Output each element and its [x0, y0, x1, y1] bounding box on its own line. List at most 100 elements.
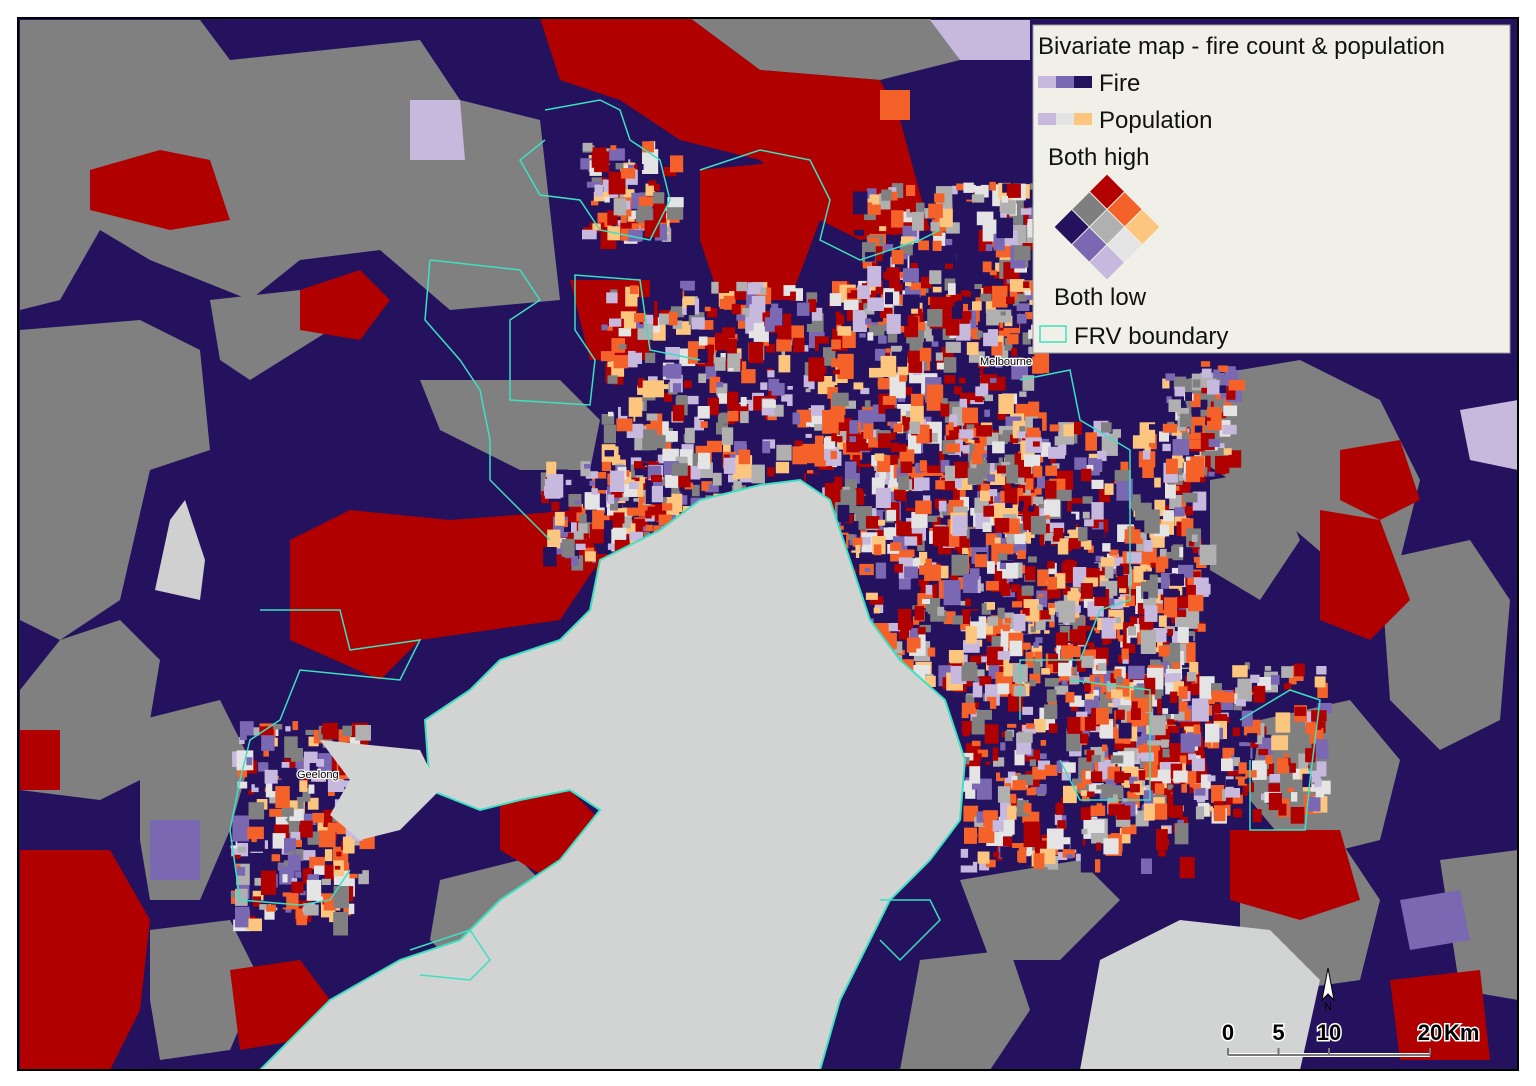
urban-cell: [929, 270, 942, 285]
urban-cell: [954, 300, 963, 311]
urban-cell: [914, 477, 930, 491]
urban-cell: [1182, 492, 1198, 503]
urban-cell: [683, 380, 692, 389]
scale-label: 10: [1317, 1020, 1341, 1045]
urban-cell: [920, 322, 932, 339]
urban-cell: [637, 297, 655, 318]
urban-cell: [308, 784, 315, 794]
urban-cell: [984, 570, 994, 584]
urban-cell: [1174, 507, 1185, 517]
urban-cell: [700, 421, 708, 428]
urban-cell: [881, 189, 892, 201]
urban-cell: [1307, 796, 1321, 812]
urban-cell: [1185, 392, 1192, 401]
swatch: [1056, 113, 1074, 125]
urban-cell: [1219, 692, 1235, 703]
urban-cell: [920, 276, 933, 289]
region: [410, 100, 465, 160]
urban-cell: [235, 906, 250, 928]
urban-cell: [1225, 788, 1240, 798]
urban-cell: [651, 475, 663, 482]
urban-cell: [1211, 683, 1222, 696]
urban-cell: [727, 352, 741, 372]
urban-cell: [1085, 693, 1095, 700]
urban-cell: [1017, 506, 1023, 512]
urban-cell: [1116, 565, 1124, 577]
urban-cell: [314, 865, 327, 875]
urban-cell: [1031, 784, 1047, 794]
urban-cell: [1245, 770, 1257, 778]
urban-cell: [938, 565, 949, 579]
urban-cell: [935, 352, 943, 361]
urban-cell: [1194, 450, 1202, 461]
key-cell: [1125, 210, 1160, 244]
urban-cell: [910, 263, 918, 271]
urban-cell: [1032, 766, 1046, 780]
urban-cell: [1025, 308, 1033, 320]
urban-cell: [1290, 807, 1305, 824]
urban-cell: [835, 311, 841, 315]
urban-cell: [1140, 752, 1154, 762]
urban-cell: [727, 391, 739, 410]
urban-cell: [705, 483, 719, 493]
urban-cell: [1004, 487, 1018, 508]
urban-cell: [575, 543, 586, 550]
urban-cell: [793, 335, 805, 353]
urban-cell: [906, 332, 922, 344]
urban-cell: [983, 817, 997, 827]
urban-cell: [806, 292, 818, 303]
urban-cell: [616, 418, 633, 432]
urban-cell: [935, 480, 945, 490]
urban-cell: [569, 502, 582, 513]
urban-cell: [993, 852, 1000, 858]
urban-cell: [1067, 591, 1079, 607]
urban-cell: [611, 338, 625, 353]
urban-cell: [248, 790, 255, 795]
urban-cell: [927, 309, 943, 327]
urban-cell: [269, 796, 280, 804]
urban-cell: [1167, 725, 1180, 733]
urban-cell: [667, 197, 684, 208]
urban-cell: [1177, 819, 1184, 826]
urban-cell: [919, 460, 927, 472]
urban-cell: [999, 563, 1006, 570]
urban-cell: [251, 727, 263, 739]
urban-cell: [911, 308, 919, 314]
urban-cell: [565, 479, 572, 486]
urban-cell: [870, 430, 882, 439]
urban-cell: [1167, 719, 1175, 725]
urban-cell: [978, 365, 985, 370]
urban-cell: [266, 904, 276, 912]
boundary: [519, 99, 671, 241]
urban-cell: [646, 400, 664, 414]
urban-cell: [584, 464, 591, 469]
urban-cell: [649, 453, 658, 462]
urban-cell: [1091, 755, 1101, 762]
urban-cell: [834, 476, 843, 490]
urban-cell: [998, 656, 1014, 667]
urban-cell: [1181, 709, 1191, 721]
urban-cell: [972, 682, 983, 698]
urban-cell: [594, 151, 610, 173]
urban-cell: [1305, 748, 1316, 763]
urban-cell: [1118, 635, 1128, 642]
legend-label: Fire: [1099, 70, 1140, 97]
urban-cell: [290, 831, 301, 843]
urban-cell: [1167, 629, 1173, 636]
urban-cell: [767, 370, 775, 378]
urban-cell: [1085, 432, 1097, 451]
urban-cell: [1014, 245, 1031, 261]
urban-cell: [1165, 482, 1176, 499]
urban-cell: [248, 915, 256, 921]
urban-cell: [327, 822, 338, 832]
urban-cell: [1217, 365, 1229, 372]
urban-cell: [1110, 599, 1120, 609]
urban-cell: [877, 433, 891, 446]
urban-cell: [699, 320, 714, 330]
urban-cell: [1158, 615, 1167, 627]
urban-cell: [1032, 441, 1040, 447]
urban-cell: [1092, 529, 1105, 538]
urban-cell: [951, 306, 963, 319]
urban-cell: [987, 445, 999, 463]
urban-cell: [890, 191, 898, 201]
